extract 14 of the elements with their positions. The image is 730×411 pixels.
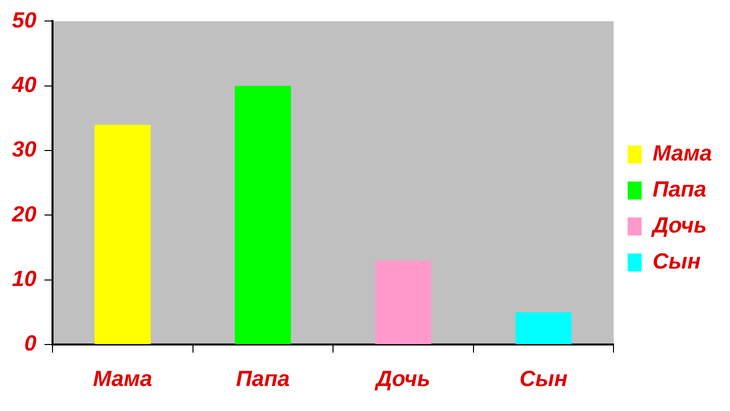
y-tick-label: 40 (10, 72, 38, 97)
x-tick-label: Папа (236, 366, 290, 391)
x-tick-label: Дочь (374, 366, 430, 391)
legend-label: Сын (652, 248, 701, 274)
y-tick-label: 0 (24, 330, 38, 356)
y-tick-label: 10 (12, 266, 38, 291)
legend-label: Папа (652, 176, 706, 202)
legend-label: Мама (652, 140, 712, 166)
y-tick-label: 30 (12, 136, 38, 162)
y-tick-label: 50 (12, 7, 38, 32)
x-tick-label: Сын (520, 366, 568, 391)
y-tick-label: 20 (10, 201, 38, 226)
x-tick-label: Мама (92, 366, 152, 391)
legend-label: Дочь (650, 212, 707, 238)
